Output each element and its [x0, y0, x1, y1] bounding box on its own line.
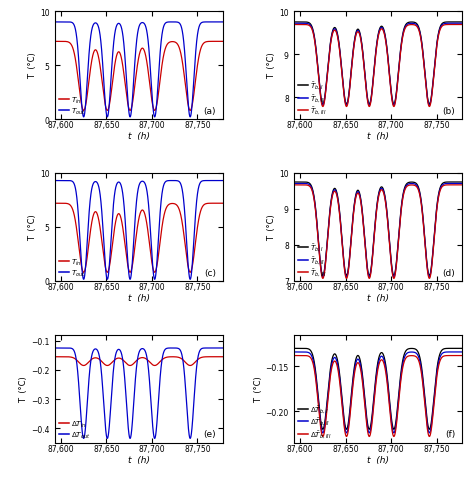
Text: (e): (e): [204, 430, 216, 439]
Y-axis label: T  (°C): T (°C): [267, 53, 276, 79]
Text: (b): (b): [443, 106, 456, 116]
Legend: $\Delta T_{in}$, $\Delta T_{out}$: $\Delta T_{in}$, $\Delta T_{out}$: [58, 418, 91, 441]
X-axis label: t  (h): t (h): [128, 293, 150, 302]
X-axis label: t  (h): t (h): [367, 132, 389, 140]
Legend: $\bar{T}_{b,I}$, $\bar{T}_{b,II}$, $\bar{T}_{b,III}$: $\bar{T}_{b,I}$, $\bar{T}_{b,II}$, $\bar…: [297, 242, 328, 279]
Y-axis label: T  (°C): T (°C): [267, 214, 276, 241]
Text: (a): (a): [204, 106, 216, 116]
Y-axis label: T  (°C): T (°C): [19, 376, 28, 402]
X-axis label: t  (h): t (h): [128, 132, 150, 140]
X-axis label: t  (h): t (h): [367, 454, 389, 464]
Legend: $T_{in}$, $T_{out}$: $T_{in}$, $T_{out}$: [58, 257, 86, 279]
X-axis label: t  (h): t (h): [128, 454, 150, 464]
Y-axis label: T  (°C): T (°C): [28, 214, 37, 241]
Legend: $\Delta\bar{T}_{b,I}$, $\Delta\bar{T}_{b,II}$, $\Delta\bar{T}_{b,III}$: $\Delta\bar{T}_{b,I}$, $\Delta\bar{T}_{b…: [297, 403, 332, 441]
Text: (d): (d): [443, 268, 456, 277]
Text: (f): (f): [445, 430, 456, 439]
Text: (c): (c): [204, 268, 216, 277]
Y-axis label: T  (°C): T (°C): [254, 376, 263, 402]
Legend: $T_{in}$, $T_{out}$: $T_{in}$, $T_{out}$: [58, 95, 86, 118]
Legend: $\bar{T}_{b,I}$, $\bar{T}_{b,II}$, $\bar{T}_{b,III}$: $\bar{T}_{b,I}$, $\bar{T}_{b,II}$, $\bar…: [297, 80, 328, 118]
Y-axis label: T  (°C): T (°C): [28, 53, 37, 79]
X-axis label: t  (h): t (h): [367, 293, 389, 302]
